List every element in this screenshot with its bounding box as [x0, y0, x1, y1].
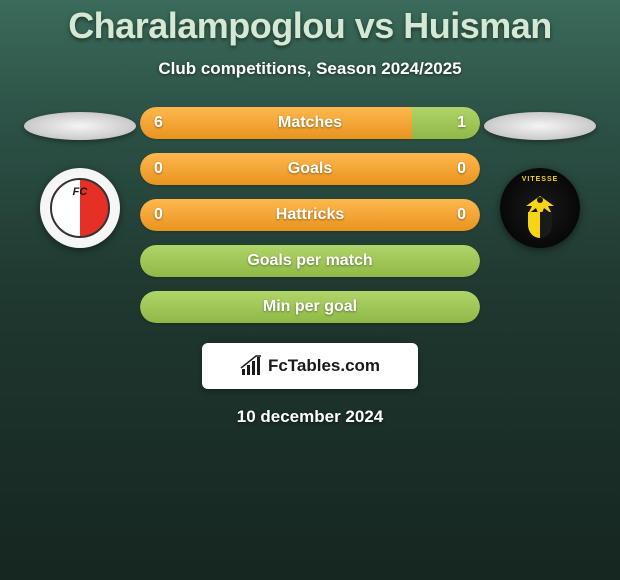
footer-brand-badge[interactable]: FcTables.com [202, 343, 418, 389]
vitesse-text: VITESSE [522, 176, 559, 183]
stat-label: Goals [288, 160, 332, 178]
main-row: 6 1 Matches 0 0 Goals 0 0 Hattricks Goals per mat… [0, 107, 620, 323]
stat-label: Hattricks [276, 206, 344, 224]
fc-utrecht-badge [40, 168, 120, 248]
footer-date: 10 december 2024 [0, 407, 620, 427]
chart-icon [240, 355, 262, 377]
stat-bar: Goals per match [140, 245, 480, 277]
stat-fill-left [140, 107, 412, 139]
stats-list: 6 1 Matches 0 0 Goals 0 0 Hattricks Goals per mat… [140, 107, 480, 323]
stat-label: Matches [278, 114, 342, 132]
page-title: Charalampoglou vs Huisman [0, 5, 620, 47]
player-right-photo [484, 112, 596, 140]
player-left-photo [24, 112, 136, 140]
comparison-widget: Charalampoglou vs Huisman Club competiti… [0, 0, 620, 427]
stat-bar: 6 1 Matches [140, 107, 480, 139]
stat-bar: 0 0 Hattricks [140, 199, 480, 231]
stat-value-left: 0 [154, 206, 163, 224]
stat-label: Min per goal [263, 298, 357, 316]
subtitle: Club competitions, Season 2024/2025 [0, 59, 620, 79]
stat-label: Goals per match [247, 252, 372, 270]
footer-brand-text: FcTables.com [268, 356, 380, 376]
stat-fill-right [412, 107, 480, 139]
shield-icon [528, 212, 552, 238]
stat-value-right: 0 [457, 206, 466, 224]
stat-bar: 0 0 Goals [140, 153, 480, 185]
stat-value-right: 0 [457, 160, 466, 178]
stat-value-right: 1 [457, 114, 466, 132]
vitesse-badge: VITESSE [500, 168, 580, 248]
stat-bar: Min per goal [140, 291, 480, 323]
stat-value-left: 6 [154, 114, 163, 132]
player-left-column [20, 107, 140, 248]
stat-value-left: 0 [154, 160, 163, 178]
player-right-column: VITESSE [480, 107, 600, 248]
